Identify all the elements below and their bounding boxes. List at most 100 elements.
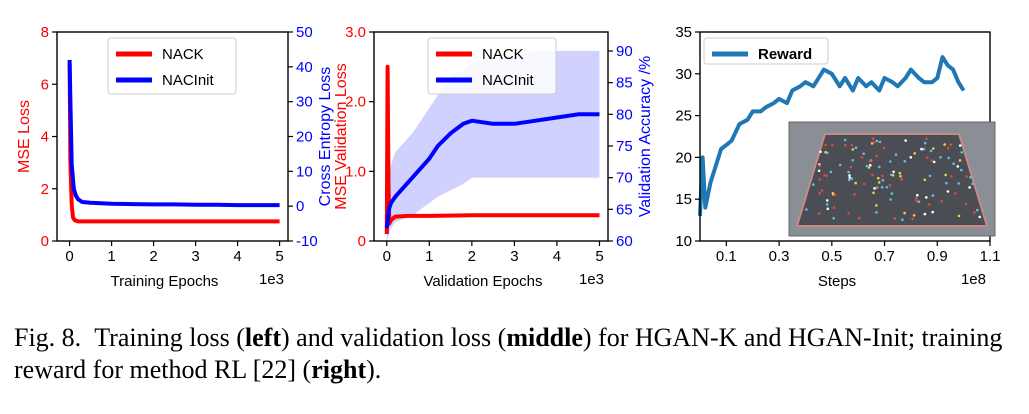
y-tick-label: 25 [675,108,692,125]
y-axis-label: MSE Loss [16,100,33,173]
inset-agent [870,142,874,145]
caption-prefix: Fig. 8. [14,323,82,352]
inset-agent [965,175,968,178]
inset-agent [818,191,821,195]
inset-agent [946,190,950,193]
inset-agent [847,212,850,215]
inset-agent [953,192,957,195]
inset-agent [812,183,815,186]
inset-agent [950,175,953,178]
inset-agent [872,191,875,195]
x-axis-label: Validation Epochs [424,273,543,290]
inset-agent [848,176,851,179]
inset-agent [978,215,981,219]
inset-agent [893,217,896,220]
inset-agent [862,152,865,155]
x-tick-label: 1 [107,248,115,265]
inset-agent [881,178,885,182]
y2-axis-label: Validation Accuracy /% [637,56,654,218]
inset-agent [913,152,916,155]
inset-agent [964,202,968,206]
y2-tick-label: 70 [616,170,633,187]
x-tick-label: 0.1 [716,248,737,265]
inset-agent [825,203,829,206]
inset-agent [909,156,913,159]
inset-agent [925,137,928,140]
series-line [698,55,966,216]
inset-agent [848,174,851,177]
inset-agent [931,210,934,214]
inset-agent [923,212,927,216]
x-axis-label: Training Epochs [111,273,219,290]
inset-agent [928,174,932,178]
series-line [384,112,600,229]
inset-agent [854,146,858,149]
inset-agent [969,175,972,179]
x-tick-label: 3 [191,248,199,265]
inset-agent [889,198,892,201]
y-tick-label: 2 [41,181,49,198]
inset-agent [838,163,842,167]
y2-tick-label: 75 [616,138,633,155]
inset-agent [831,192,835,195]
x-tick-label: 0 [65,248,73,265]
inset-agent [877,176,880,180]
y2-tick-label: 0 [296,198,304,215]
caption-bold-left: left [244,323,282,352]
y2-tick-label: 80 [616,106,633,123]
y2-tick-label: -10 [296,233,318,250]
inset-agent [888,183,892,187]
inset-agent [890,173,893,177]
series-band [386,51,600,241]
y2-tick-label: 10 [296,163,313,180]
inset-agent [818,178,821,181]
inset-agent [960,168,963,172]
inset-agent [929,149,933,153]
inset-agent [957,214,961,218]
inset-agent [851,158,855,162]
inset-agent [923,178,927,182]
inset-agent [976,208,979,212]
y-axis-label: MSE Validation Loss [333,63,350,209]
inset-agent [900,177,904,181]
inset-agent [923,141,927,145]
inset-agent [949,143,953,146]
y2-tick-label: 85 [616,75,633,92]
caption-text-4: ). [366,355,382,384]
series-line [67,59,280,208]
inset-agent [817,212,821,215]
inset-agent [957,182,960,185]
inset-agent [926,156,929,159]
inset-agent [824,150,827,154]
inset-agent [823,173,826,177]
inset-agent [940,199,943,203]
inset-agent [850,143,854,147]
legend-label: NACInit [482,72,535,89]
inset-agent [867,166,871,169]
inset-agent [873,187,876,190]
inset-agent [850,177,854,180]
inset-agent [944,173,947,177]
x-axis-multiplier: 1e8 [961,271,986,288]
inset-agent [943,143,946,146]
figure-caption: Fig. 8. Training loss (left) and validat… [14,322,1019,386]
inset-agent [844,143,847,147]
inset-agent [920,147,923,151]
inset-agent [829,170,833,174]
inset-agent [847,178,851,182]
y-tick-label: 0 [41,233,49,250]
inset-agent [968,186,971,189]
inset-agent [892,170,895,174]
inset-agent [854,181,857,185]
inset-agent [875,204,878,207]
x-tick-label: 1.1 [980,248,1001,265]
y-tick-label: 20 [675,149,692,166]
inset-agent [958,144,962,147]
inset-agent [875,211,878,214]
x-tick-label: 2 [468,248,476,265]
inset-agent [857,216,861,220]
x-tick-label: 1 [425,248,433,265]
inset-agent [894,153,898,157]
